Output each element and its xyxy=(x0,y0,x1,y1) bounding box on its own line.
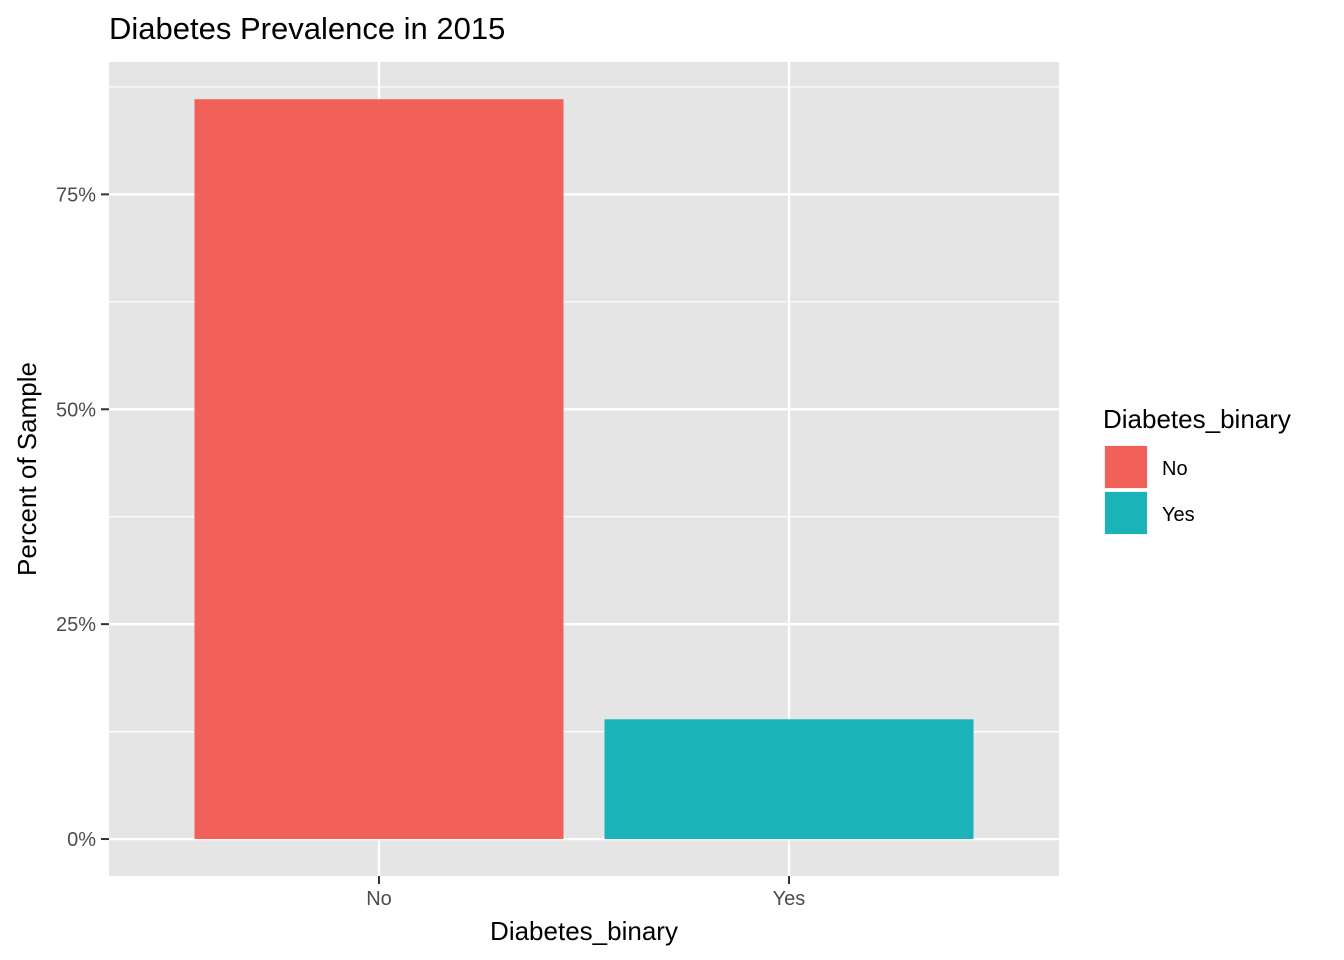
y-tick-label: 25% xyxy=(56,614,96,636)
y-tick-label: 50% xyxy=(56,399,96,421)
y-axis: 0% 25% 50% 75% xyxy=(56,184,109,851)
y-tick-label: 75% xyxy=(56,184,96,206)
legend-title: Diabetes_binary xyxy=(1103,404,1291,434)
legend-swatch-yes xyxy=(1105,492,1147,534)
bar-yes xyxy=(604,719,974,840)
x-axis: No Yes xyxy=(366,876,805,910)
legend-swatch-no xyxy=(1105,446,1147,488)
y-axis-title: Percent of Sample xyxy=(12,362,42,576)
legend-label-yes: Yes xyxy=(1162,504,1195,526)
x-axis-title: Diabetes_binary xyxy=(490,916,678,946)
chart-title: Diabetes Prevalence in 2015 xyxy=(109,11,505,46)
y-tick-label: 0% xyxy=(67,829,96,851)
bars xyxy=(194,99,974,840)
legend-label-no: No xyxy=(1162,458,1188,480)
legend: Diabetes_binary No Yes xyxy=(1103,404,1291,535)
bar-no xyxy=(194,99,564,840)
x-tick-label: No xyxy=(366,888,392,910)
x-tick-label: Yes xyxy=(773,888,806,910)
